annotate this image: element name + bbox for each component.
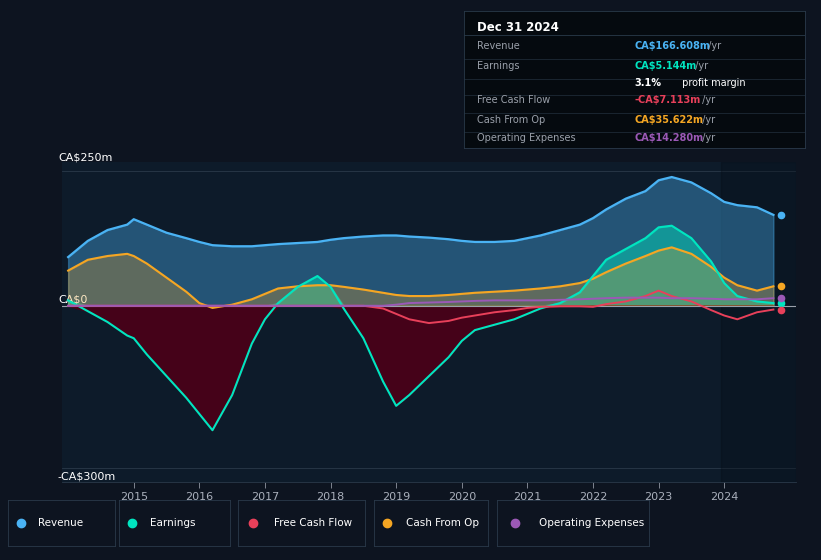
Text: Free Cash Flow: Free Cash Flow [273, 518, 352, 528]
Text: Revenue: Revenue [38, 518, 83, 528]
Text: CA$0: CA$0 [58, 295, 87, 305]
Text: CA$14.280m: CA$14.280m [635, 133, 704, 143]
Text: Free Cash Flow: Free Cash Flow [478, 95, 551, 105]
Text: Cash From Op: Cash From Op [478, 115, 546, 124]
Text: CA$35.622m: CA$35.622m [635, 115, 704, 124]
Polygon shape [721, 162, 796, 482]
Text: CA$5.144m: CA$5.144m [635, 62, 696, 71]
Text: CA$250m: CA$250m [58, 152, 112, 162]
Text: Operating Expenses: Operating Expenses [539, 518, 644, 528]
Text: /yr: /yr [705, 41, 722, 51]
Text: Earnings: Earnings [478, 62, 520, 71]
Text: 3.1%: 3.1% [635, 77, 661, 87]
Text: /yr: /yr [699, 95, 715, 105]
Text: Operating Expenses: Operating Expenses [478, 133, 576, 143]
Text: -CA$300m: -CA$300m [58, 472, 116, 482]
Text: profit margin: profit margin [678, 77, 745, 87]
Text: Cash From Op: Cash From Op [406, 518, 479, 528]
Text: Dec 31 2024: Dec 31 2024 [478, 21, 559, 34]
Text: /yr: /yr [699, 133, 715, 143]
Text: -CA$7.113m: -CA$7.113m [635, 95, 700, 105]
Text: /yr: /yr [699, 115, 715, 124]
Text: CA$166.608m: CA$166.608m [635, 41, 710, 51]
Text: Revenue: Revenue [478, 41, 521, 51]
Text: Earnings: Earnings [150, 518, 195, 528]
Text: /yr: /yr [692, 62, 709, 71]
